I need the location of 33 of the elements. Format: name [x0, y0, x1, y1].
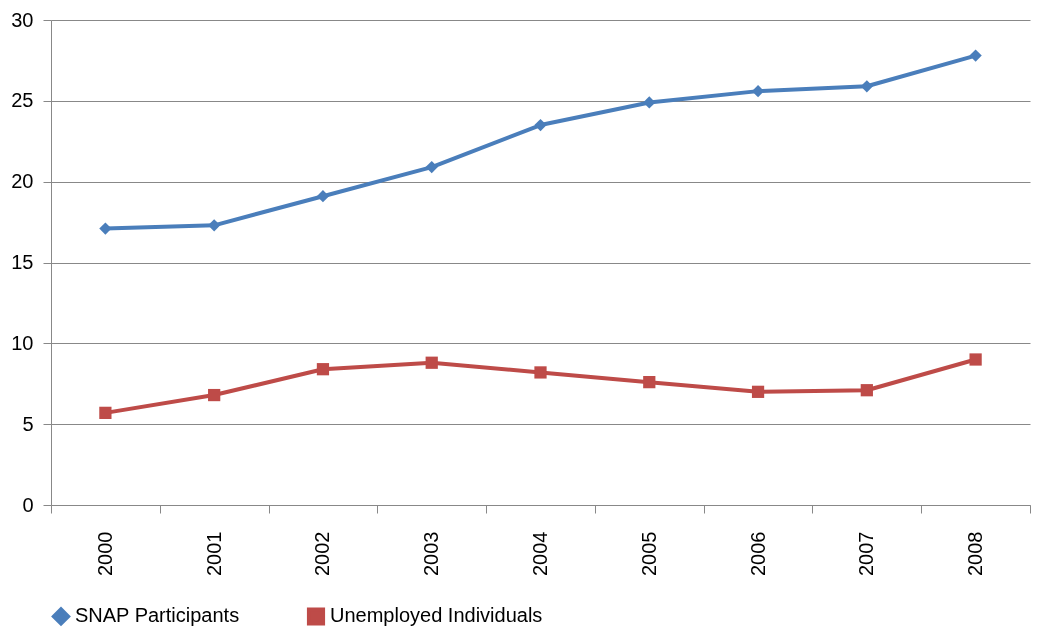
point — [969, 49, 982, 62]
x-tick-label: 2003 — [420, 531, 443, 576]
y-tick-label: 10 — [11, 331, 34, 354]
y-tick-label: 20 — [11, 170, 34, 193]
point — [316, 363, 330, 376]
point — [99, 406, 112, 419]
y-tick-label: 5 — [22, 412, 34, 435]
point — [751, 385, 765, 398]
y-tick-label: 30 — [11, 8, 34, 31]
point — [425, 160, 438, 174]
point — [534, 118, 547, 132]
x-tick-label: 2008 — [964, 531, 987, 576]
y-tick-label: 25 — [11, 89, 34, 112]
x-tick-label: 2001 — [202, 531, 225, 576]
legend-label: Unemployed Individuals — [330, 604, 543, 627]
point — [425, 356, 438, 369]
x-tick-label: 2002 — [311, 531, 334, 576]
y-tick-label: 15 — [11, 251, 34, 273]
point — [643, 376, 656, 389]
y-tick-label: 0 — [22, 493, 34, 516]
point — [208, 219, 221, 232]
x-tick-label: 2000 — [93, 531, 116, 576]
x-tick-label: 2005 — [637, 531, 660, 576]
point — [316, 190, 330, 203]
point — [860, 384, 873, 397]
x-tick-label: 2004 — [529, 531, 551, 576]
point — [969, 353, 982, 366]
x-tick-label: 2007 — [855, 531, 878, 576]
point — [208, 388, 221, 402]
point — [751, 85, 765, 98]
x-tick-label: 2006 — [746, 531, 769, 576]
point — [534, 366, 547, 379]
legend-label: SNAP Participants — [75, 604, 240, 627]
